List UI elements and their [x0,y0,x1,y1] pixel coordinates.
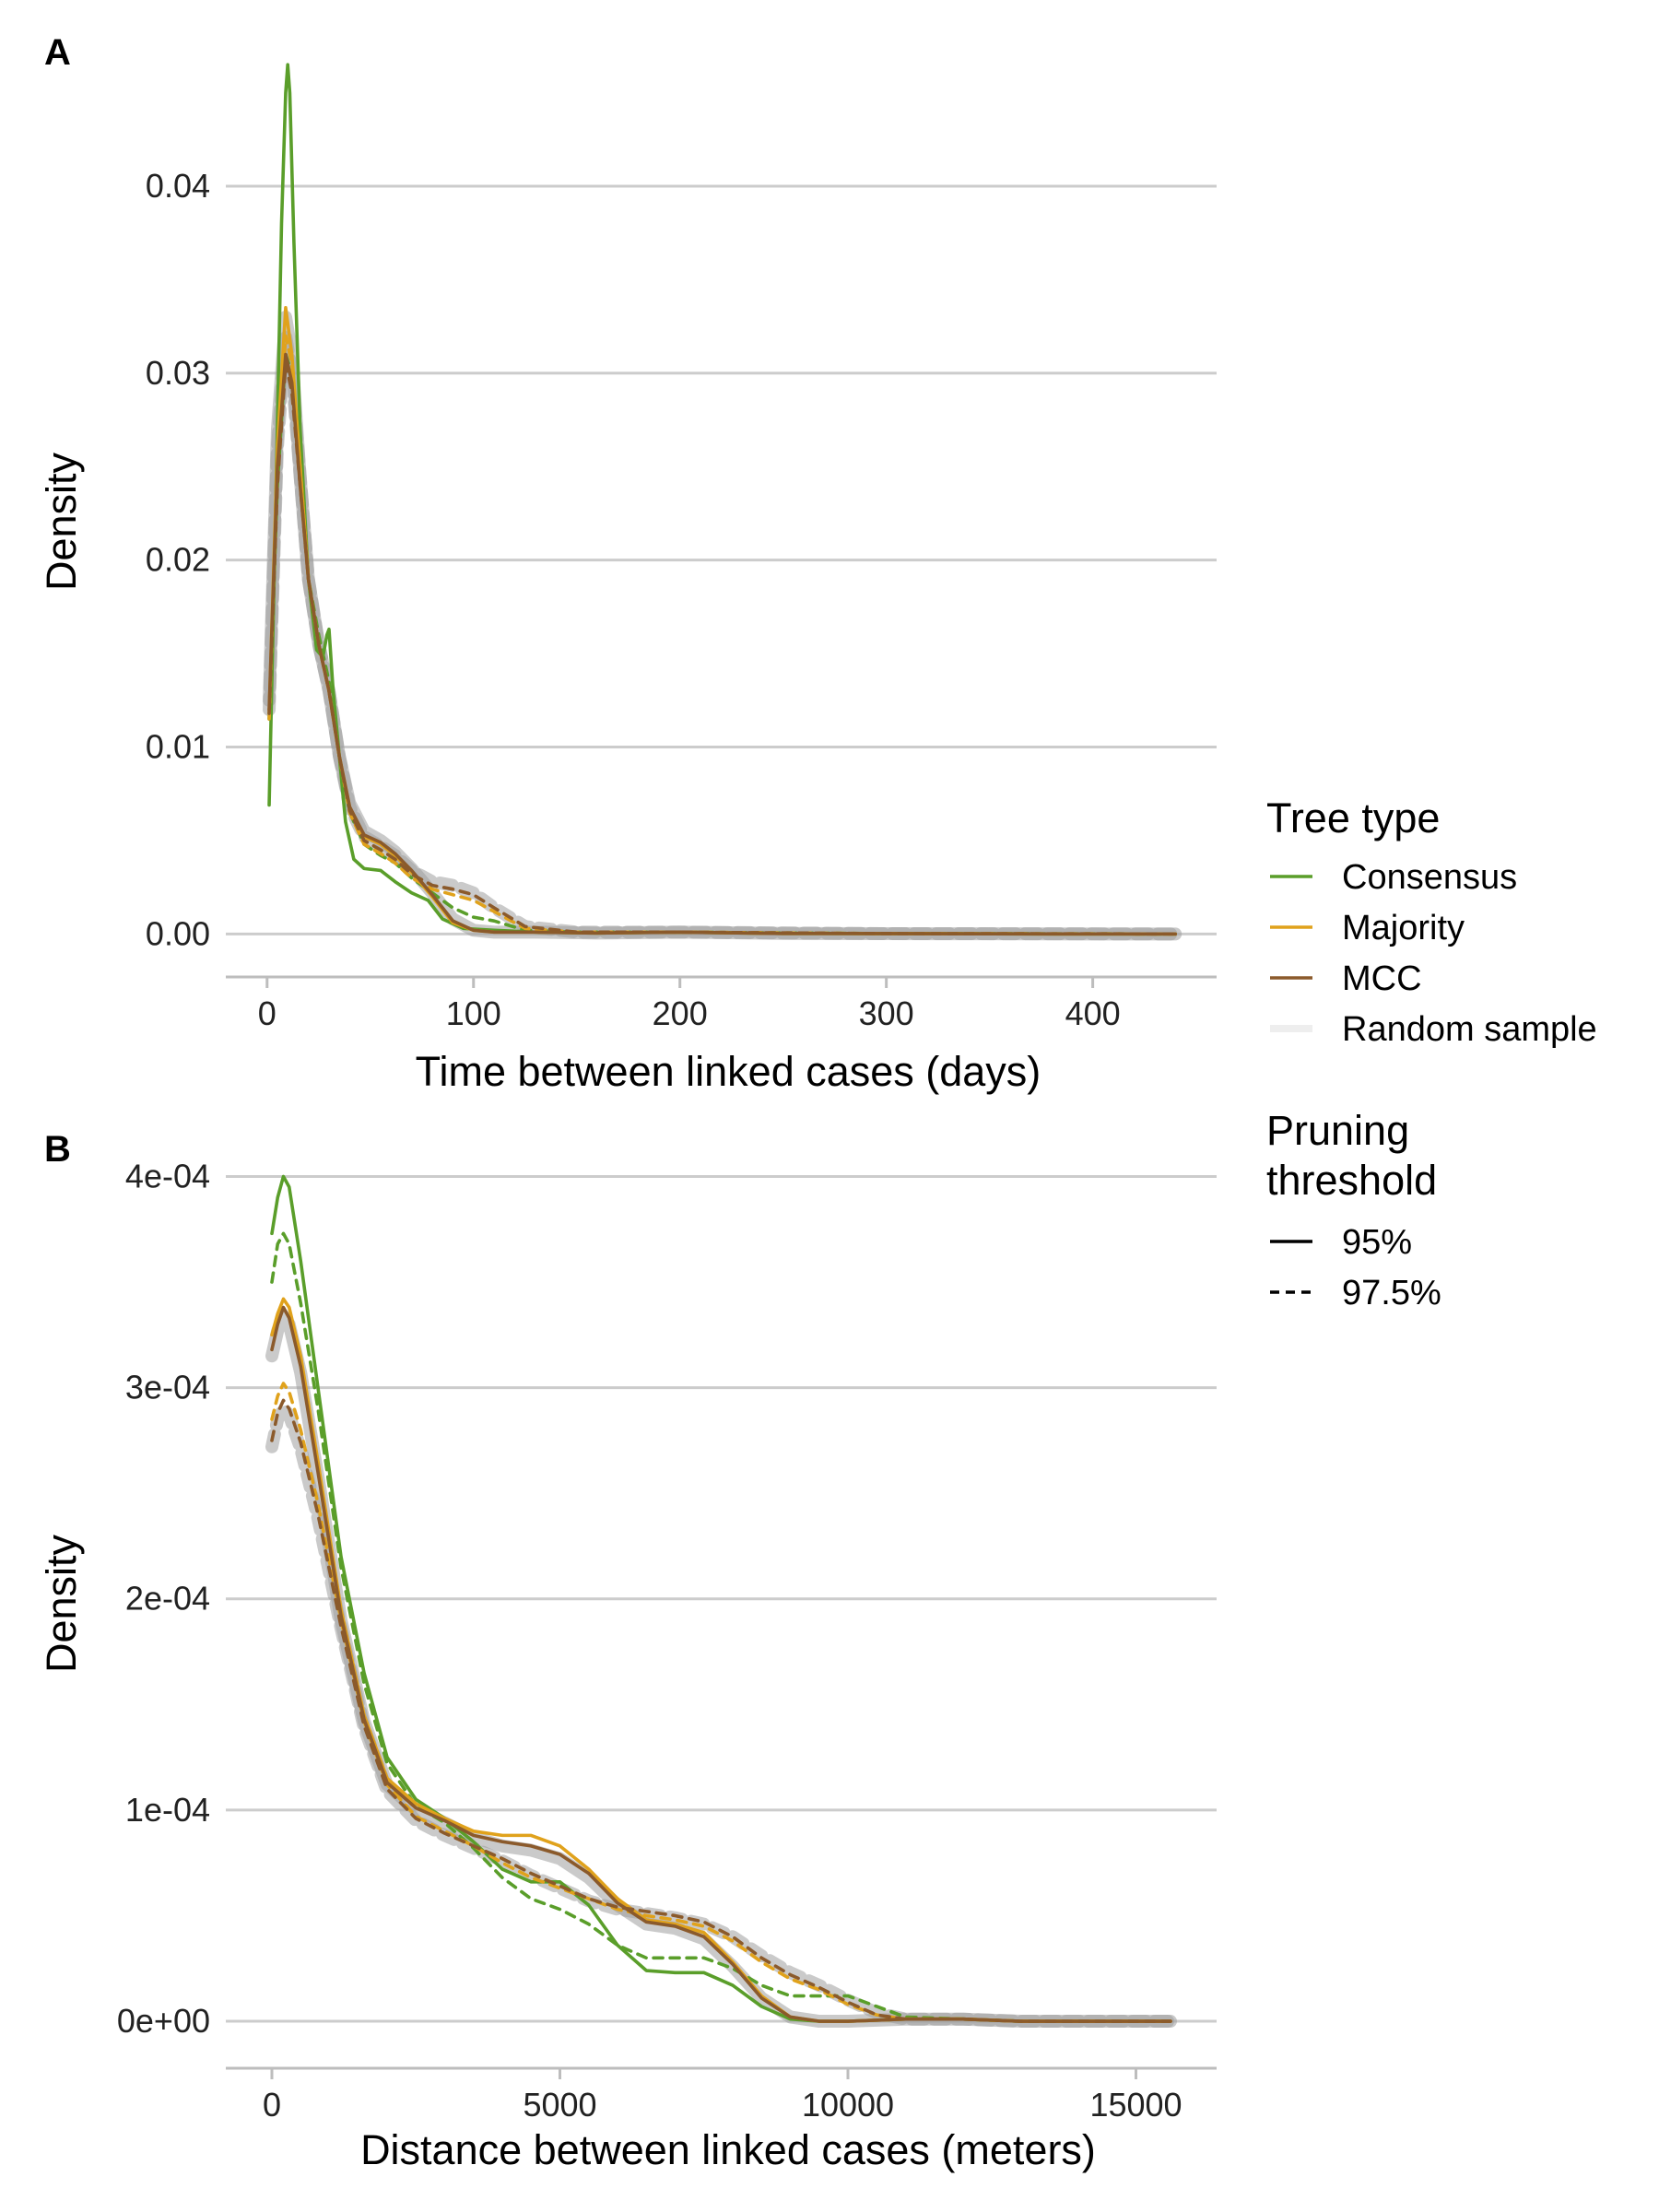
panel-b-y-label: Density [38,1534,85,1673]
panel-b-y-tick-label: 3e-04 [125,1369,210,1406]
legend-label-consensus: Consensus [1342,858,1517,897]
legend-label-random-sample: Random sample [1342,1010,1597,1049]
panel-a-series [263,63,1182,941]
panel-a-x-tick-label: 0 [258,994,276,1032]
panel-a-line-consensus-95 [267,63,1178,936]
panel-b-y-tick-label: 0e+00 [117,2002,210,2040]
panel-b-y-tick-label: 1e-04 [125,1791,210,1829]
panel-b-line-majority-97-5 [270,1382,1172,2023]
panel-b-x-tick-label: 5000 [523,2086,596,2124]
legend-pruning-title-line2: threshold [1266,1157,1437,1204]
panel-a-y-tick-label: 0.00 [146,914,210,952]
panel-a-x-tick-label: 200 [653,994,708,1032]
panel-b-x-axis: 0 5000 10000 15000 [226,2066,1217,2124]
panel-b-line-mcc-97-5 [270,1398,1172,2023]
panel-a-y-tick-label: 0.01 [146,728,210,766]
panel-b-x-tick-label: 15000 [1089,2086,1182,2124]
panel-a-x-label: Time between linked cases (days) [416,1048,1041,1095]
legend-label-pruning-95: 95% [1342,1223,1412,1262]
panel-b-letter: B [44,1129,71,1170]
panel-b-line-consensus-97-5 [270,1231,1172,2023]
legend-label-pruning-97-5: 97.5% [1342,1274,1441,1312]
panel-a-line-random-sample-95 [263,310,1182,941]
panel-b-y-axis: 0e+00 1e-04 2e-04 3e-04 4e-04 [117,1157,210,2040]
panel-a-y-label: Density [38,452,85,591]
panel-b-series [265,1174,1177,2029]
legend-label-majority: Majority [1342,909,1465,947]
panel-b-line-majority-95 [270,1297,1172,2023]
panel-a-line-majority-97-5 [267,334,1178,936]
panel-a-line-mcc-95 [267,352,1178,936]
panel-a-y-axis: 0.00 0.01 0.02 0.03 0.04 [146,167,210,952]
panel-a-y-tick-label: 0.02 [146,541,210,579]
legend-tree-type-items: Consensus Majority MCC Random sample [1270,858,1597,1049]
panel-a-letter: A [44,32,71,73]
panel-a-y-tick-label: 0.03 [146,354,210,392]
panel-b-line-random-sample-95 [265,1309,1177,2029]
panel-b-x-tick-label: 10000 [802,2086,894,2124]
panel-a: A 0 100 200 300 400 0.00 0.01 0.02 0.03 0.04 Tim… [38,32,1217,1095]
legend-pruning-items: 95% 97.5% [1270,1223,1441,1312]
panel-b: B 0 5000 10000 15000 0e+00 1e-04 2e-04 3e-04 4e… [38,1129,1217,2173]
panel-b-grid [226,1174,1217,2023]
legend-tree-type-title: Tree type [1266,794,1440,841]
legend-label-mcc: MCC [1342,959,1422,998]
panel-a-x-tick-label: 300 [859,994,914,1032]
panel-b-y-tick-label: 2e-04 [125,1580,210,1618]
legend-pruning-title-line1: Pruning [1266,1107,1409,1154]
panel-a-line-mcc-97-5 [267,361,1178,936]
panel-a-y-tick-label: 0.04 [146,167,210,205]
panel-b-x-tick-label: 0 [263,2086,281,2124]
panel-b-x-label: Distance between linked cases (meters) [360,2126,1096,2173]
panel-a-x-axis: 0 100 200 300 400 [226,975,1217,1032]
panel-a-line-majority-95 [267,306,1178,936]
panel-a-grid [226,184,1217,935]
panel-b-y-tick-label: 4e-04 [125,1157,210,1194]
panel-a-x-tick-label: 400 [1065,994,1121,1032]
panel-a-x-tick-label: 100 [446,994,501,1032]
legend: Tree type Consensus Majority MCC Random sam… [1266,794,1597,1312]
panel-a-line-consensus-97-5 [267,352,1178,936]
panel-b-line-mcc-95 [270,1305,1172,2023]
panel-a-line-random-sample-97-5 [263,329,1182,941]
